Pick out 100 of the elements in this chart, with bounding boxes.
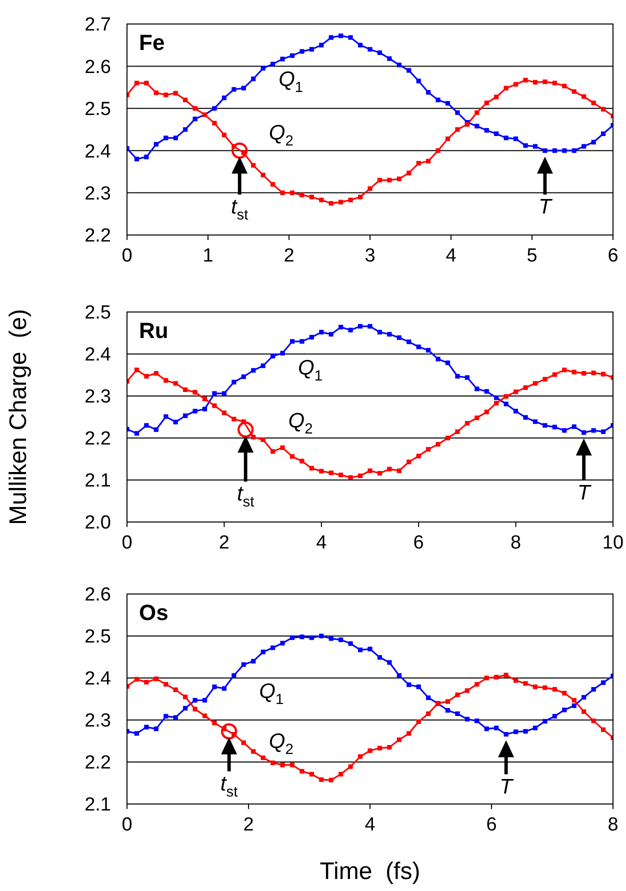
x-tick-label: 8 xyxy=(608,814,618,836)
y-tick-label: 2.3 xyxy=(84,710,111,732)
x-tick-label: 3 xyxy=(364,245,376,266)
x-tick-label: 8 xyxy=(510,532,522,554)
point xyxy=(562,84,567,88)
point xyxy=(164,714,168,719)
chart-title: Fe xyxy=(139,30,165,55)
point xyxy=(532,144,538,149)
point xyxy=(309,772,314,776)
point xyxy=(338,772,344,776)
point xyxy=(406,460,412,464)
point xyxy=(532,684,538,690)
point xyxy=(202,396,208,402)
point xyxy=(328,35,334,40)
point xyxy=(416,160,421,166)
y-tick-label: 2.5 xyxy=(84,99,111,120)
point xyxy=(591,428,596,433)
series-label: Q$_{2}$ xyxy=(268,120,294,150)
point xyxy=(251,749,256,754)
x-axis-title: Time (fs) xyxy=(320,858,420,885)
point xyxy=(484,676,489,680)
point xyxy=(436,442,440,447)
point xyxy=(532,381,538,386)
point xyxy=(572,698,576,703)
point xyxy=(552,714,557,719)
point xyxy=(514,390,518,394)
point xyxy=(368,324,372,329)
point xyxy=(309,635,314,640)
point xyxy=(591,718,596,724)
point xyxy=(514,678,518,683)
point xyxy=(202,714,208,718)
point xyxy=(377,655,382,660)
point xyxy=(436,356,440,362)
point xyxy=(387,660,392,665)
point xyxy=(241,86,246,90)
point xyxy=(416,78,421,84)
point xyxy=(426,90,431,95)
y-tick-label: 2.7 xyxy=(84,14,111,36)
series-label: Q$_{2}$ xyxy=(268,730,294,758)
line-series xyxy=(127,34,613,162)
point xyxy=(582,371,586,376)
point xyxy=(474,718,480,724)
point xyxy=(222,132,226,138)
x-tick-label: 6 xyxy=(486,814,497,836)
chart-title: Ru xyxy=(139,318,168,343)
point xyxy=(523,681,528,686)
point xyxy=(183,413,188,418)
point xyxy=(338,472,344,478)
point xyxy=(183,694,188,700)
point xyxy=(251,658,256,664)
point xyxy=(445,136,450,142)
point xyxy=(416,684,421,690)
point xyxy=(328,332,334,337)
point xyxy=(328,778,334,782)
point xyxy=(523,385,528,390)
point xyxy=(154,726,158,732)
point xyxy=(416,454,421,458)
point xyxy=(173,715,178,720)
point xyxy=(202,698,208,703)
y-tick-label: 2.3 xyxy=(84,386,111,408)
x-tick-label: 4 xyxy=(316,532,328,554)
point xyxy=(406,731,412,736)
point xyxy=(464,688,470,693)
point xyxy=(231,142,248,159)
point xyxy=(220,723,238,740)
point xyxy=(455,711,460,716)
point xyxy=(154,676,158,682)
point xyxy=(280,640,285,646)
point xyxy=(455,692,460,698)
x-tick-label: 4 xyxy=(364,814,376,836)
point xyxy=(134,156,140,162)
point xyxy=(368,468,372,474)
point xyxy=(300,192,304,198)
point xyxy=(514,136,518,142)
point xyxy=(280,445,285,450)
point xyxy=(260,756,266,760)
point xyxy=(280,190,285,196)
point xyxy=(358,648,363,652)
point xyxy=(164,136,168,140)
point xyxy=(523,143,528,148)
point xyxy=(494,674,499,680)
point xyxy=(338,324,344,330)
point xyxy=(445,708,450,713)
point xyxy=(309,334,314,340)
point xyxy=(358,474,363,478)
point xyxy=(192,706,198,712)
point xyxy=(290,53,295,58)
point xyxy=(436,98,440,102)
point xyxy=(494,395,499,400)
point xyxy=(134,731,140,736)
point xyxy=(309,466,314,471)
point xyxy=(270,449,276,454)
y-tick-label: 2.6 xyxy=(84,56,111,78)
point xyxy=(484,389,489,394)
point xyxy=(455,110,460,115)
point xyxy=(455,429,460,434)
point xyxy=(368,47,372,52)
point xyxy=(328,470,334,476)
point xyxy=(396,335,402,340)
point xyxy=(154,90,158,96)
